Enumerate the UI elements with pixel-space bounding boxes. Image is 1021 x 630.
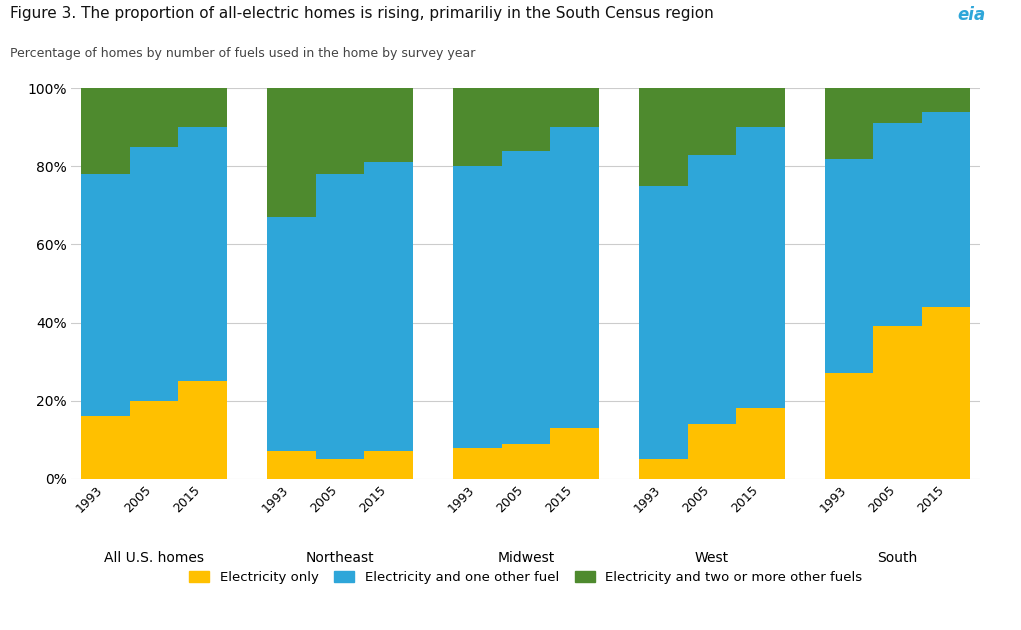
Legend: Electricity only, Electricity and one other fuel, Electricity and two or more ot: Electricity only, Electricity and one ot… <box>184 565 868 590</box>
Text: All U.S. homes: All U.S. homes <box>104 551 204 565</box>
Bar <box>130 88 179 147</box>
Bar <box>364 163 412 452</box>
Bar <box>873 326 922 479</box>
Bar <box>736 88 784 127</box>
Bar <box>550 127 598 428</box>
Bar <box>639 459 687 479</box>
Bar <box>453 88 501 166</box>
Bar <box>550 88 598 127</box>
Bar <box>315 459 364 479</box>
Bar <box>179 88 227 127</box>
Bar <box>825 159 873 374</box>
Bar <box>315 174 364 459</box>
Text: Percentage of homes by number of fuels used in the home by survey year: Percentage of homes by number of fuels u… <box>10 47 476 60</box>
Bar <box>315 88 364 174</box>
Bar <box>550 428 598 479</box>
Bar <box>873 123 922 326</box>
Bar <box>453 447 501 479</box>
Bar <box>825 374 873 479</box>
Bar <box>82 174 130 416</box>
Text: Figure 3. The proportion of all-electric homes is rising, primariliy in the Sout: Figure 3. The proportion of all-electric… <box>10 6 714 21</box>
Bar <box>501 151 550 444</box>
Bar <box>639 88 687 186</box>
Bar <box>687 154 736 424</box>
Bar <box>639 186 687 459</box>
Bar <box>364 452 412 479</box>
Bar <box>179 381 227 479</box>
Text: West: West <box>694 551 729 565</box>
Bar <box>922 112 970 307</box>
Bar <box>687 424 736 479</box>
Text: Northeast: Northeast <box>305 551 374 565</box>
Bar <box>364 88 412 163</box>
Bar <box>268 88 315 217</box>
Bar <box>501 88 550 151</box>
Bar <box>873 88 922 123</box>
Bar <box>922 88 970 112</box>
Bar <box>130 147 179 401</box>
Bar <box>82 88 130 174</box>
Text: South: South <box>878 551 918 565</box>
Bar <box>179 127 227 381</box>
Bar <box>825 88 873 159</box>
Bar <box>453 166 501 447</box>
Bar <box>922 307 970 479</box>
Bar <box>501 444 550 479</box>
Bar <box>736 408 784 479</box>
Text: Midwest: Midwest <box>497 551 554 565</box>
Bar <box>268 217 315 452</box>
Bar <box>736 127 784 408</box>
Bar <box>268 452 315 479</box>
Bar <box>130 401 179 479</box>
Text: eia: eia <box>957 6 985 25</box>
Bar <box>82 416 130 479</box>
Bar <box>687 88 736 154</box>
